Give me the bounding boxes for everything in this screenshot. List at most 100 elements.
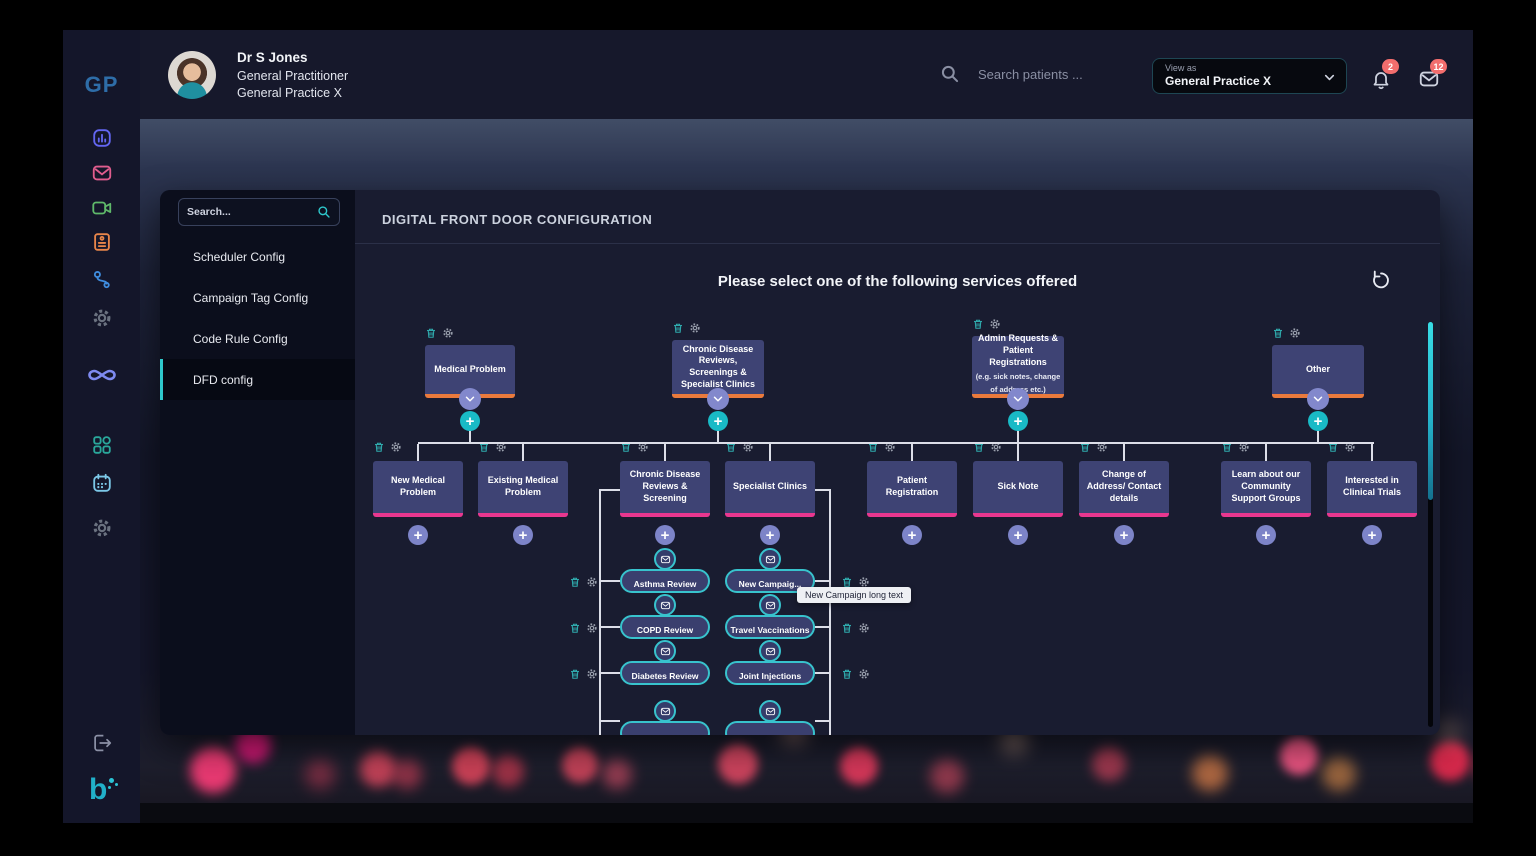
add-child-button[interactable]: + — [1008, 411, 1028, 431]
nav-item-code-rule-config[interactable]: Code Rule Config — [193, 331, 288, 346]
node-settings-icon[interactable] — [989, 317, 1001, 329]
nav-item-campaign-tag-config[interactable]: Campaign Tag Config — [193, 290, 309, 305]
settings-secondary-icon[interactable] — [91, 517, 113, 539]
divider — [355, 243, 1440, 244]
campaign-mail-icon — [759, 700, 781, 722]
campaign-mail-icon — [654, 640, 676, 662]
campaign-partial[interactable] — [620, 721, 710, 735]
delete-campaign-icon[interactable] — [569, 621, 581, 633]
campaign-mail-icon — [654, 548, 676, 570]
collapse-node-button[interactable] — [459, 388, 481, 410]
apps-grid-icon[interactable] — [91, 434, 113, 456]
delete-node-icon[interactable] — [1272, 326, 1284, 338]
campaign-travel-vaccinations[interactable]: Travel Vaccinations — [725, 615, 815, 639]
canvas-scrollbar-thumb[interactable] — [1428, 322, 1433, 500]
canvas-scrollbar-track[interactable] — [1428, 322, 1433, 727]
campaign-copd-review[interactable]: COPD Review — [620, 615, 710, 639]
messages-icon[interactable] — [91, 162, 113, 184]
tree-node-patient-registration[interactable]: Patient Registration — [867, 461, 957, 517]
tree-node-community-support[interactable]: Learn about our Community Support Groups — [1221, 461, 1311, 517]
campaign-mail-icon — [759, 594, 781, 616]
campaign-settings-icon[interactable] — [858, 667, 870, 679]
tree-node-sick-note[interactable]: Sick Note — [973, 461, 1063, 517]
delete-campaign-icon[interactable] — [841, 575, 853, 587]
config-search-input[interactable] — [187, 206, 317, 218]
tree-node-new-medical-problem[interactable]: New Medical Problem — [373, 461, 463, 517]
campaign-settings-icon[interactable] — [858, 621, 870, 633]
config-search[interactable] — [178, 198, 340, 226]
video-consult-icon[interactable] — [91, 197, 113, 219]
gp-logo: GP — [84, 72, 119, 97]
patient-search-input[interactable] — [978, 66, 1138, 82]
campaign-actions — [569, 575, 598, 587]
nav-item-scheduler-config[interactable]: Scheduler Config — [193, 249, 286, 264]
delete-campaign-icon[interactable] — [569, 575, 581, 587]
add-child-button[interactable]: + — [408, 525, 428, 545]
node-settings-icon[interactable] — [442, 326, 454, 338]
delete-campaign-icon[interactable] — [569, 667, 581, 679]
campaign-settings-icon[interactable] — [586, 667, 598, 679]
tree-node-chronic-disease-reviews[interactable]: Chronic Disease Reviews & Screening — [620, 461, 710, 517]
collapse-node-button[interactable] — [1007, 388, 1029, 410]
delete-node-icon[interactable] — [425, 326, 437, 338]
delete-node-icon[interactable] — [373, 440, 385, 452]
analytics-icon[interactable] — [91, 127, 113, 149]
tree-node-change-of-address[interactable]: Change of Address/ Contact details — [1079, 461, 1169, 517]
campaign-settings-icon[interactable] — [586, 621, 598, 633]
campaign-partial[interactable] — [725, 721, 815, 735]
bell-badge: 2 — [1382, 59, 1399, 74]
tree-node-existing-medical-problem[interactable]: Existing Medical Problem — [478, 461, 568, 517]
config-subnav: Scheduler Config Campaign Tag Config Cod… — [160, 190, 355, 735]
search-icon — [940, 64, 960, 84]
campaign-settings-icon[interactable] — [586, 575, 598, 587]
add-child-button[interactable]: + — [460, 411, 480, 431]
add-child-button[interactable]: + — [1308, 411, 1328, 431]
add-child-button[interactable]: + — [1114, 525, 1134, 545]
add-child-button[interactable]: + — [1008, 525, 1028, 545]
add-child-button[interactable]: + — [655, 525, 675, 545]
collapse-node-button[interactable] — [1307, 388, 1329, 410]
infinity-icon[interactable] — [86, 361, 118, 389]
sidebar: GP b — [63, 30, 140, 823]
delete-campaign-icon[interactable] — [841, 667, 853, 679]
chevron-down-icon — [1323, 71, 1336, 84]
header: Dr S Jones General Practitioner General … — [140, 30, 1473, 119]
user-role: General Practitioner — [237, 69, 349, 83]
campaign-settings-icon[interactable] — [858, 575, 870, 587]
delete-node-icon[interactable] — [972, 317, 984, 329]
add-child-button[interactable]: + — [513, 525, 533, 545]
settings-icon[interactable] — [91, 307, 113, 329]
nav-item-dfd-config[interactable]: DFD config — [160, 359, 355, 400]
node-actions — [972, 317, 1001, 329]
node-settings-icon[interactable] — [689, 321, 701, 333]
campaign-joint-injections[interactable]: Joint Injections — [725, 661, 815, 685]
search-icon — [317, 205, 331, 219]
reset-icon[interactable] — [1370, 269, 1392, 291]
records-icon[interactable] — [91, 231, 113, 253]
messages-inbox[interactable]: 12 — [1418, 59, 1447, 90]
campaign-asthma-review[interactable]: Asthma Review — [620, 569, 710, 593]
node-settings-icon[interactable] — [1289, 326, 1301, 338]
notifications-bell[interactable]: 2 — [1370, 59, 1399, 90]
add-child-button[interactable]: + — [708, 411, 728, 431]
tree-node-clinical-trials[interactable]: Interested in Clinical Trials — [1327, 461, 1417, 517]
calendar-icon[interactable] — [91, 472, 113, 494]
patient-search[interactable] — [940, 64, 1138, 84]
campaign-diabetes-review[interactable]: Diabetes Review — [620, 661, 710, 685]
delete-node-icon[interactable] — [672, 321, 684, 333]
inbox-badge: 12 — [1430, 59, 1447, 74]
user-avatar — [168, 51, 216, 99]
add-child-button[interactable]: + — [1256, 525, 1276, 545]
collapse-node-button[interactable] — [707, 388, 729, 410]
add-child-button[interactable]: + — [1362, 525, 1382, 545]
node-actions — [672, 321, 701, 333]
delete-campaign-icon[interactable] — [841, 621, 853, 633]
add-child-button[interactable]: + — [902, 525, 922, 545]
bottom-strip — [140, 803, 1473, 823]
node-settings-icon[interactable] — [390, 440, 402, 452]
add-child-button[interactable]: + — [760, 525, 780, 545]
view-as-dropdown[interactable]: View as General Practice X — [1152, 58, 1347, 94]
logout-icon[interactable] — [91, 732, 113, 754]
tree-node-specialist-clinics[interactable]: Specialist Clinics — [725, 461, 815, 517]
pathways-icon[interactable] — [91, 269, 113, 291]
